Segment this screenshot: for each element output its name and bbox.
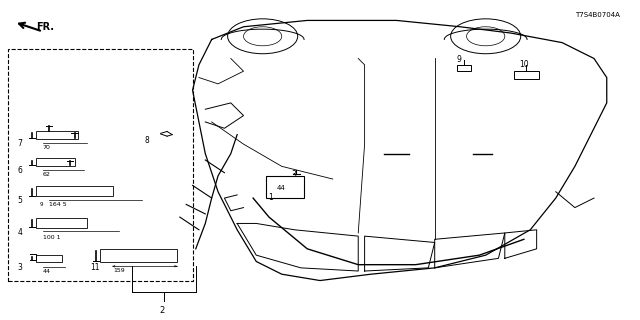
Text: FR.: FR. <box>36 21 54 32</box>
Text: 9: 9 <box>40 202 43 207</box>
Text: 3: 3 <box>291 170 296 179</box>
Text: 10: 10 <box>519 60 529 69</box>
FancyBboxPatch shape <box>36 186 113 196</box>
Text: 62: 62 <box>43 172 51 177</box>
Text: T7S4B0704A: T7S4B0704A <box>575 12 620 19</box>
FancyBboxPatch shape <box>457 66 471 71</box>
Text: 3: 3 <box>17 263 22 272</box>
Text: 1: 1 <box>268 193 273 202</box>
Text: 44: 44 <box>276 185 285 191</box>
FancyBboxPatch shape <box>36 132 78 140</box>
Text: 9: 9 <box>456 55 461 64</box>
Text: 2: 2 <box>159 306 164 315</box>
Text: 4: 4 <box>17 228 22 237</box>
Text: 44: 44 <box>43 269 51 275</box>
FancyBboxPatch shape <box>100 250 177 262</box>
FancyBboxPatch shape <box>36 218 88 228</box>
FancyBboxPatch shape <box>515 71 539 79</box>
FancyBboxPatch shape <box>266 176 304 198</box>
Text: 164 5: 164 5 <box>49 202 67 207</box>
FancyBboxPatch shape <box>36 158 75 166</box>
Text: 11: 11 <box>91 263 100 272</box>
Text: 70: 70 <box>43 145 51 150</box>
Text: 6: 6 <box>17 166 22 175</box>
Text: 159: 159 <box>113 268 125 274</box>
FancyBboxPatch shape <box>8 49 193 281</box>
Text: 100 1: 100 1 <box>43 235 60 240</box>
Text: 8: 8 <box>145 136 150 145</box>
FancyBboxPatch shape <box>36 254 62 261</box>
Text: 7: 7 <box>17 140 22 148</box>
Text: 5: 5 <box>17 196 22 205</box>
